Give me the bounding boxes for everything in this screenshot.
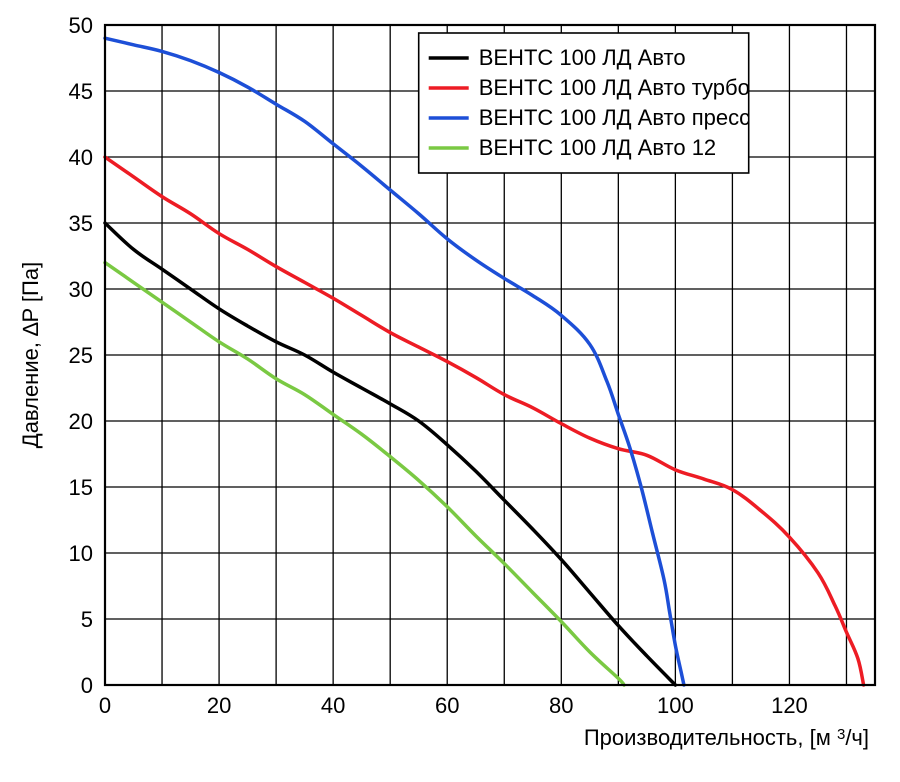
legend-label: ВЕНТС 100 ЛД Авто турбо bbox=[479, 75, 750, 100]
y-axis-label: Давление, ∆P [Па] bbox=[18, 262, 43, 448]
ytick-label: 5 bbox=[81, 607, 93, 632]
xtick-label: 80 bbox=[549, 693, 573, 718]
legend: ВЕНТС 100 ЛД Авто ВЕНТС 100 ЛД Авто турбо… bbox=[419, 33, 750, 173]
ytick-label: 20 bbox=[69, 409, 93, 434]
xtick-label: 20 bbox=[207, 693, 231, 718]
ytick-label: 10 bbox=[69, 541, 93, 566]
x-axis-label: Производительность, [м 3/ч] bbox=[584, 725, 869, 750]
legend-label: ВЕНТС 100 ЛД Авто пресс bbox=[479, 105, 750, 130]
xtick-label: 0 bbox=[99, 693, 111, 718]
xtick-label: 100 bbox=[657, 693, 694, 718]
ytick-label: 35 bbox=[69, 211, 93, 236]
xtick-label: 120 bbox=[771, 693, 808, 718]
legend-label: ВЕНТС 100 ЛД Авто bbox=[479, 45, 686, 70]
ytick-label: 45 bbox=[69, 79, 93, 104]
ytick-label: 30 bbox=[69, 277, 93, 302]
performance-chart: 0 20 40 60 80 100 120 0 5 10 15 20 25 30 35 40 45 50 Прои… bbox=[0, 0, 900, 782]
xtick-label: 60 bbox=[435, 693, 459, 718]
ytick-label: 40 bbox=[69, 145, 93, 170]
ytick-label: 15 bbox=[69, 475, 93, 500]
ytick-label: 0 bbox=[81, 673, 93, 698]
legend-label: ВЕНТС 100 ЛД Авто 12 bbox=[479, 135, 716, 160]
ytick-label: 25 bbox=[69, 343, 93, 368]
xtick-label: 40 bbox=[321, 693, 345, 718]
ytick-label: 50 bbox=[69, 13, 93, 38]
